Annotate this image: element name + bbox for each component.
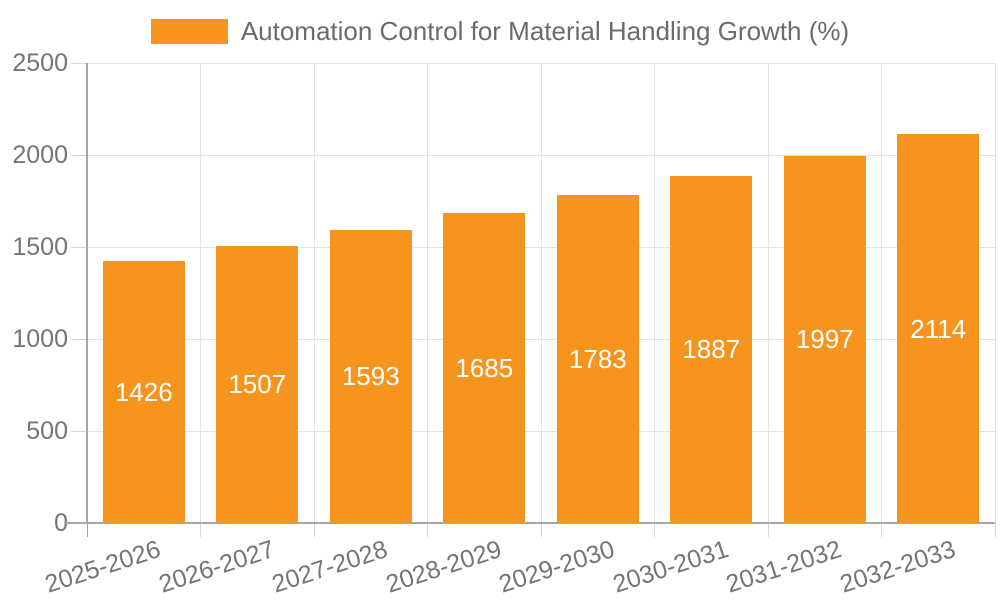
x-tick-mark <box>881 523 882 537</box>
x-tick-mark <box>654 523 655 537</box>
bar-value-label: 1507 <box>228 369 287 400</box>
y-tick-label: 0 <box>54 509 68 537</box>
x-gridline <box>881 63 882 523</box>
x-gridline <box>994 63 996 523</box>
y-tick-mark <box>71 430 87 432</box>
bar <box>670 175 753 523</box>
y-tick-mark <box>71 62 87 64</box>
x-gridline <box>427 63 428 523</box>
x-gridline <box>654 63 655 523</box>
x-tick-label: 2032-2033 <box>836 535 959 599</box>
x-gridline <box>767 63 769 523</box>
x-axis-line <box>64 522 995 524</box>
x-tick-label: 2031-2032 <box>722 535 846 599</box>
bar <box>102 260 185 523</box>
bar-value-label: 1685 <box>455 352 514 383</box>
x-tick-label: 2026-2027 <box>155 535 278 599</box>
legend-swatch <box>150 18 228 44</box>
x-tick-label: 2029-2030 <box>495 535 619 599</box>
y-tick-label: 2000 <box>12 141 68 169</box>
x-tick-mark <box>200 523 201 537</box>
x-tick-mark <box>313 523 315 537</box>
bar <box>329 229 412 523</box>
x-tick-mark <box>540 523 542 537</box>
y-tick-mark <box>71 246 87 248</box>
x-tick-label: 2030-2031 <box>609 535 732 599</box>
bar-value-label: 2114 <box>910 313 967 344</box>
bar-value-label: 1593 <box>341 361 400 392</box>
y-tick-label: 1000 <box>12 325 68 353</box>
bar <box>443 212 526 523</box>
x-tick-mark <box>994 523 996 537</box>
legend: Automation Control for Material Handling… <box>0 17 1000 45</box>
y-axis-line <box>86 63 88 523</box>
y-tick-mark <box>71 154 87 156</box>
bar <box>783 155 866 523</box>
y-tick-label: 2500 <box>12 49 68 77</box>
y-tick-label: 500 <box>26 417 68 445</box>
x-gridline <box>540 63 542 523</box>
bar <box>556 194 639 523</box>
x-tick-mark <box>427 523 428 537</box>
bar-value-label: 1783 <box>568 343 627 374</box>
x-tick-label: 2028-2029 <box>382 535 505 599</box>
y-tick-mark <box>71 338 87 340</box>
x-tick-label: 2025-2026 <box>41 535 165 599</box>
x-gridline <box>200 63 201 523</box>
y-tick-label: 1500 <box>12 233 68 261</box>
x-tick-mark <box>86 523 88 537</box>
bar-value-label: 1887 <box>682 334 741 365</box>
legend-label: Automation Control for Material Handling… <box>240 16 850 46</box>
x-tick-label: 2027-2028 <box>268 535 392 599</box>
bar-value-label: 1997 <box>795 324 854 355</box>
x-gridline <box>313 63 315 523</box>
bar-value-label: 1426 <box>114 376 173 407</box>
x-tick-mark <box>767 523 769 537</box>
bar <box>897 134 980 523</box>
bar <box>216 245 299 523</box>
